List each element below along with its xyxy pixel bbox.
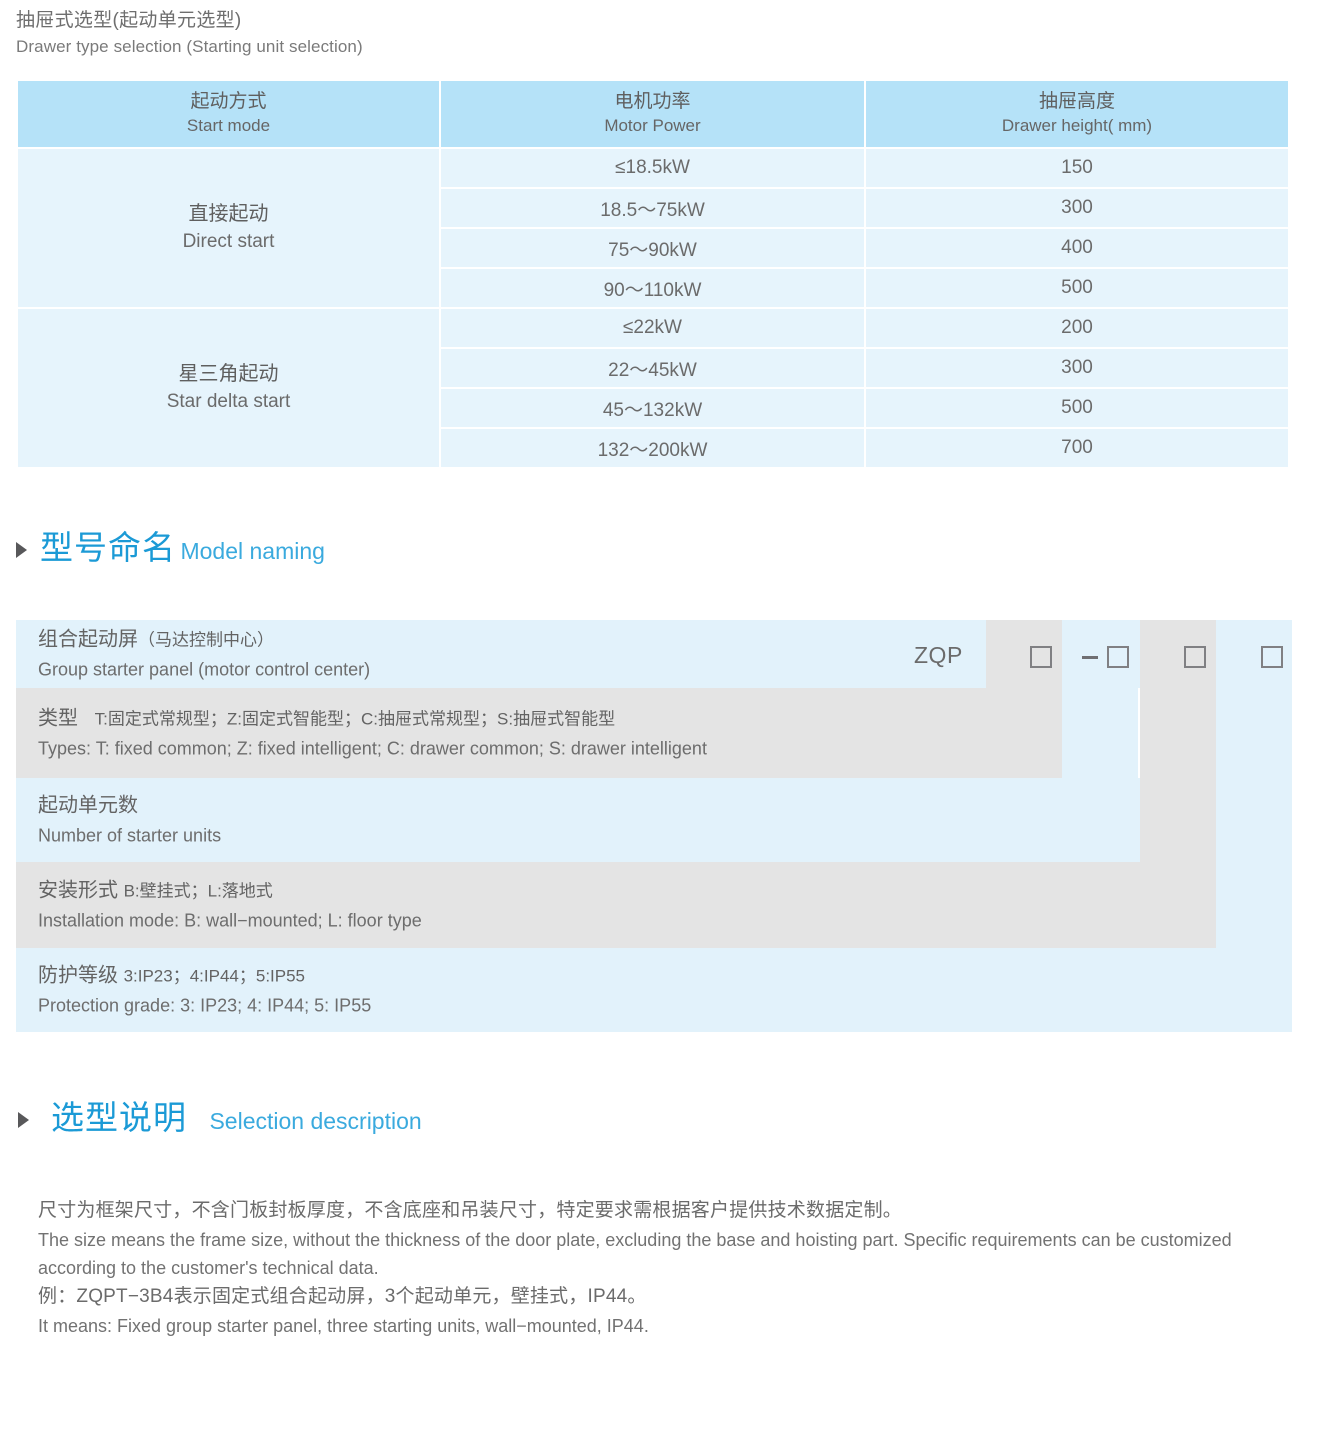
section-heading-model-naming-cn: 型号命名 [40,529,176,566]
drawer-height-value: 400 [866,229,1288,267]
code-column-protection [1216,620,1292,1032]
section-heading-selection-description: 选型说明 Selection description [18,1098,422,1138]
model-code-prefix: ZQP [914,642,963,668]
description-example-cn: 例：ZQPT−3B4表示固定式组合起动屏，3个起动单元，壁挂式，IP44。 [38,1286,647,1307]
column-header-drawer-height: 抽屉高度 Drawer height( mm) [866,81,1288,147]
start-mode-direct: 直接起动 Direct start [18,149,439,307]
section-heading-selection-description-en: Selection description [209,1108,422,1134]
naming-row-label-en: Protection grade: 3: IP23; 4: IP44; 5: I… [38,995,372,1016]
column-header-drawer-height-cn: 抽屉高度 [1038,91,1115,112]
table-row: 132〜200kW 700 [18,429,1288,467]
motor-power-value: 132〜200kW [441,429,864,467]
column-header-start-mode: 起动方式 Start mode [18,81,439,147]
document-title-block: 抽屉式选型(起动单元选型) Drawer type selection (Sta… [16,8,1016,59]
drawer-height-value: 150 [866,149,1288,187]
drawer-height-value: 300 [866,189,1288,227]
description-paragraph-en: The size means the frame size, without t… [38,1230,1232,1278]
drawer-height-value: 500 [866,389,1288,427]
naming-row-label-cn: 类型 T:固定式常规型；Z:固定式智能型；C:抽屉式常规型；S:抽屉式智能型 [38,707,616,730]
naming-row-band [16,948,1286,1032]
document-title-cn: 抽屉式选型(起动单元选型) [16,10,242,31]
column-header-start-mode-cn: 起动方式 [190,91,267,112]
motor-power-value: ≤18.5kW [441,149,864,187]
naming-row-label-cn: 防护等级 3:IP23；4:IP44；5:IP55 [38,964,306,987]
motor-power-value: 90～110kW [441,269,864,307]
column-header-motor-power-cn: 电机功率 [614,91,691,112]
drawer-height-value: 700 [866,429,1288,467]
naming-row-band [16,688,1062,778]
table-header-row: 起动方式 Start mode 电机功率 Motor Power 抽屉高度 Dr… [18,81,1288,147]
naming-row-label-cn: 安装形式 B:壁挂式；L:落地式 [38,879,273,902]
drawer-height-value: 300 [866,349,1288,387]
description-paragraph-cn: 尺寸为框架尺寸，不含门板封板厚度，不含底座和吊装尺寸，特定要求需根据客户提供技术… [38,1200,903,1221]
selection-description-body: 尺寸为框架尺寸，不含门板封板厚度，不含底座和吊装尺寸，特定要求需根据客户提供技术… [38,1196,1296,1340]
column-header-motor-power-en: Motor Power [604,116,701,135]
table-row: 18.5～75kW 300 [18,189,1288,227]
section-heading-model-naming-en: Model naming [180,538,325,564]
column-header-motor-power: 电机功率 Motor Power [441,81,864,147]
code-placeholder-box-installation [1184,646,1206,668]
triangle-right-icon [18,1112,29,1128]
table-row: 90～110kW 500 [18,269,1288,307]
model-naming-diagram: 组合起动屏（马达控制中心） Group starter panel (motor… [16,620,1292,1032]
naming-row-label-en: Group starter panel (motor control cente… [38,659,371,680]
motor-power-value: ≤22kW [441,309,864,347]
naming-row-label-en: Types: T: fixed common; Z: fixed intelli… [38,738,707,759]
naming-row-label-en: Installation mode: B: wall−mounted; L: f… [38,910,422,931]
start-mode-direct-en: Direct start [182,231,275,252]
code-placeholder-box-protection [1261,646,1283,668]
code-column-unit-count [1062,620,1138,862]
table-row: 直接起动 Direct start ≤18.5kW 150 [18,149,1288,307]
start-mode-direct-cn: 直接起动 [188,203,269,225]
naming-row-label-en: Number of starter units [38,825,222,846]
motor-power-value: 22～45kW [441,349,864,387]
code-placeholder-box-type [1030,646,1052,668]
code-placeholder-box-unit-count [1107,646,1129,668]
table-row: 45～132kW 500 [18,389,1288,427]
start-mode-star-delta: 星三角起动 Star delta start [18,309,439,467]
column-header-start-mode-en: Start mode [186,116,271,135]
table-row: 星三角起动 Star delta start ≤22kW 200 [18,309,1288,467]
motor-power-value: 18.5～75kW [441,189,864,227]
motor-power-value: 45～132kW [441,389,864,427]
section-heading-selection-description-cn: 选型说明 [51,1099,187,1136]
naming-row-label-cn: 起动单元数 [38,794,138,817]
naming-row-band [16,862,1216,948]
table-row: 22～45kW 300 [18,349,1288,387]
section-heading-model-naming: 型号命名 Model naming [16,528,325,568]
start-mode-star-delta-en: Star delta start [166,391,291,412]
drawer-height-value: 200 [866,309,1288,347]
motor-power-value: 75～90kW [441,229,864,267]
naming-row-band [16,778,1140,862]
description-example-en: It means: Fixed group starter panel, thr… [38,1316,649,1336]
naming-row-label-cn: 组合起动屏（马达控制中心） [38,628,274,651]
code-dash-separator [1082,656,1098,659]
column-header-drawer-height-en: Drawer height( mm) [1001,116,1153,135]
start-mode-star-delta-cn: 星三角起动 [178,363,279,385]
triangle-right-icon [16,542,27,558]
table-row: 75～90kW 400 [18,229,1288,267]
drawer-selection-table: 起动方式 Start mode 电机功率 Motor Power 抽屉高度 Dr… [16,79,1290,469]
code-column-installation [1140,620,1216,948]
document-title-en: Drawer type selection (Starting unit sel… [16,37,363,56]
code-column-type [986,620,1062,778]
drawer-height-value: 500 [866,269,1288,307]
